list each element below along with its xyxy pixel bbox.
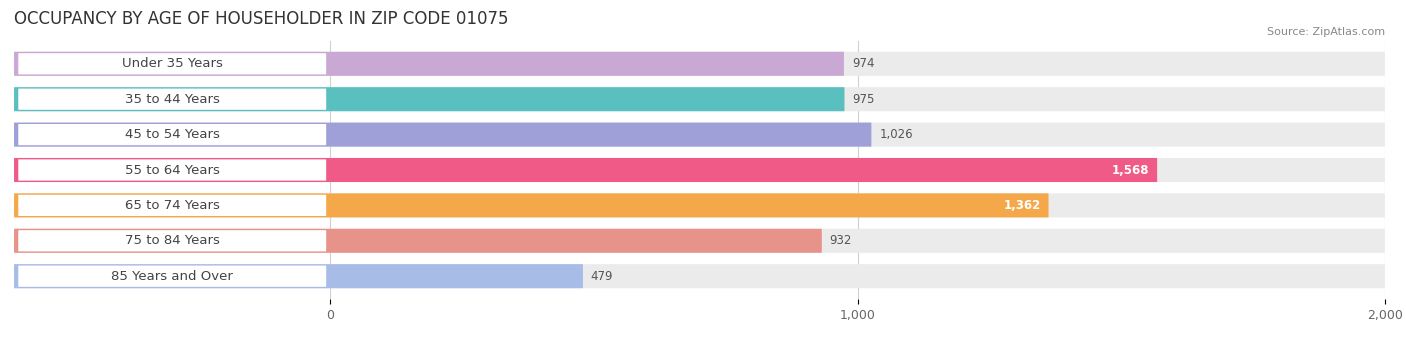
FancyBboxPatch shape	[14, 52, 1385, 76]
FancyBboxPatch shape	[14, 193, 1385, 218]
Text: 55 to 64 Years: 55 to 64 Years	[125, 164, 219, 176]
FancyBboxPatch shape	[14, 87, 845, 111]
FancyBboxPatch shape	[18, 195, 326, 216]
Text: Under 35 Years: Under 35 Years	[122, 57, 222, 70]
FancyBboxPatch shape	[18, 266, 326, 287]
Text: 974: 974	[852, 57, 875, 70]
Text: 1,026: 1,026	[879, 128, 912, 141]
FancyBboxPatch shape	[14, 229, 1385, 253]
Text: 1,362: 1,362	[1004, 199, 1040, 212]
FancyBboxPatch shape	[14, 158, 1385, 182]
FancyBboxPatch shape	[18, 230, 326, 251]
Text: 975: 975	[852, 93, 875, 106]
Text: 1,568: 1,568	[1112, 164, 1149, 176]
FancyBboxPatch shape	[14, 264, 1385, 288]
Text: Source: ZipAtlas.com: Source: ZipAtlas.com	[1267, 27, 1385, 37]
FancyBboxPatch shape	[14, 122, 1385, 147]
FancyBboxPatch shape	[14, 52, 844, 76]
FancyBboxPatch shape	[18, 89, 326, 110]
Text: 85 Years and Over: 85 Years and Over	[111, 270, 233, 283]
FancyBboxPatch shape	[14, 158, 1157, 182]
FancyBboxPatch shape	[18, 124, 326, 145]
FancyBboxPatch shape	[14, 264, 583, 288]
Text: OCCUPANCY BY AGE OF HOUSEHOLDER IN ZIP CODE 01075: OCCUPANCY BY AGE OF HOUSEHOLDER IN ZIP C…	[14, 10, 509, 28]
Text: 45 to 54 Years: 45 to 54 Years	[125, 128, 219, 141]
FancyBboxPatch shape	[18, 53, 326, 74]
Text: 65 to 74 Years: 65 to 74 Years	[125, 199, 219, 212]
FancyBboxPatch shape	[14, 193, 1049, 218]
FancyBboxPatch shape	[14, 229, 823, 253]
Text: 479: 479	[591, 270, 613, 283]
Text: 75 to 84 Years: 75 to 84 Years	[125, 234, 219, 247]
FancyBboxPatch shape	[14, 87, 1385, 111]
FancyBboxPatch shape	[18, 159, 326, 181]
FancyBboxPatch shape	[14, 122, 872, 147]
Text: 35 to 44 Years: 35 to 44 Years	[125, 93, 219, 106]
Text: 932: 932	[830, 234, 852, 247]
